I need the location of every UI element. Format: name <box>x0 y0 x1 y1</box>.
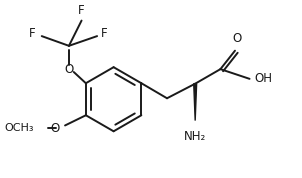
Text: F: F <box>78 4 85 17</box>
Text: O: O <box>232 32 242 45</box>
Text: F: F <box>101 27 108 40</box>
Polygon shape <box>194 84 197 121</box>
Text: OH: OH <box>254 72 272 85</box>
Text: O: O <box>50 122 59 135</box>
Text: O: O <box>64 63 74 76</box>
Text: OCH₃: OCH₃ <box>5 123 34 133</box>
Text: NH₂: NH₂ <box>184 130 206 143</box>
Text: F: F <box>29 27 36 40</box>
